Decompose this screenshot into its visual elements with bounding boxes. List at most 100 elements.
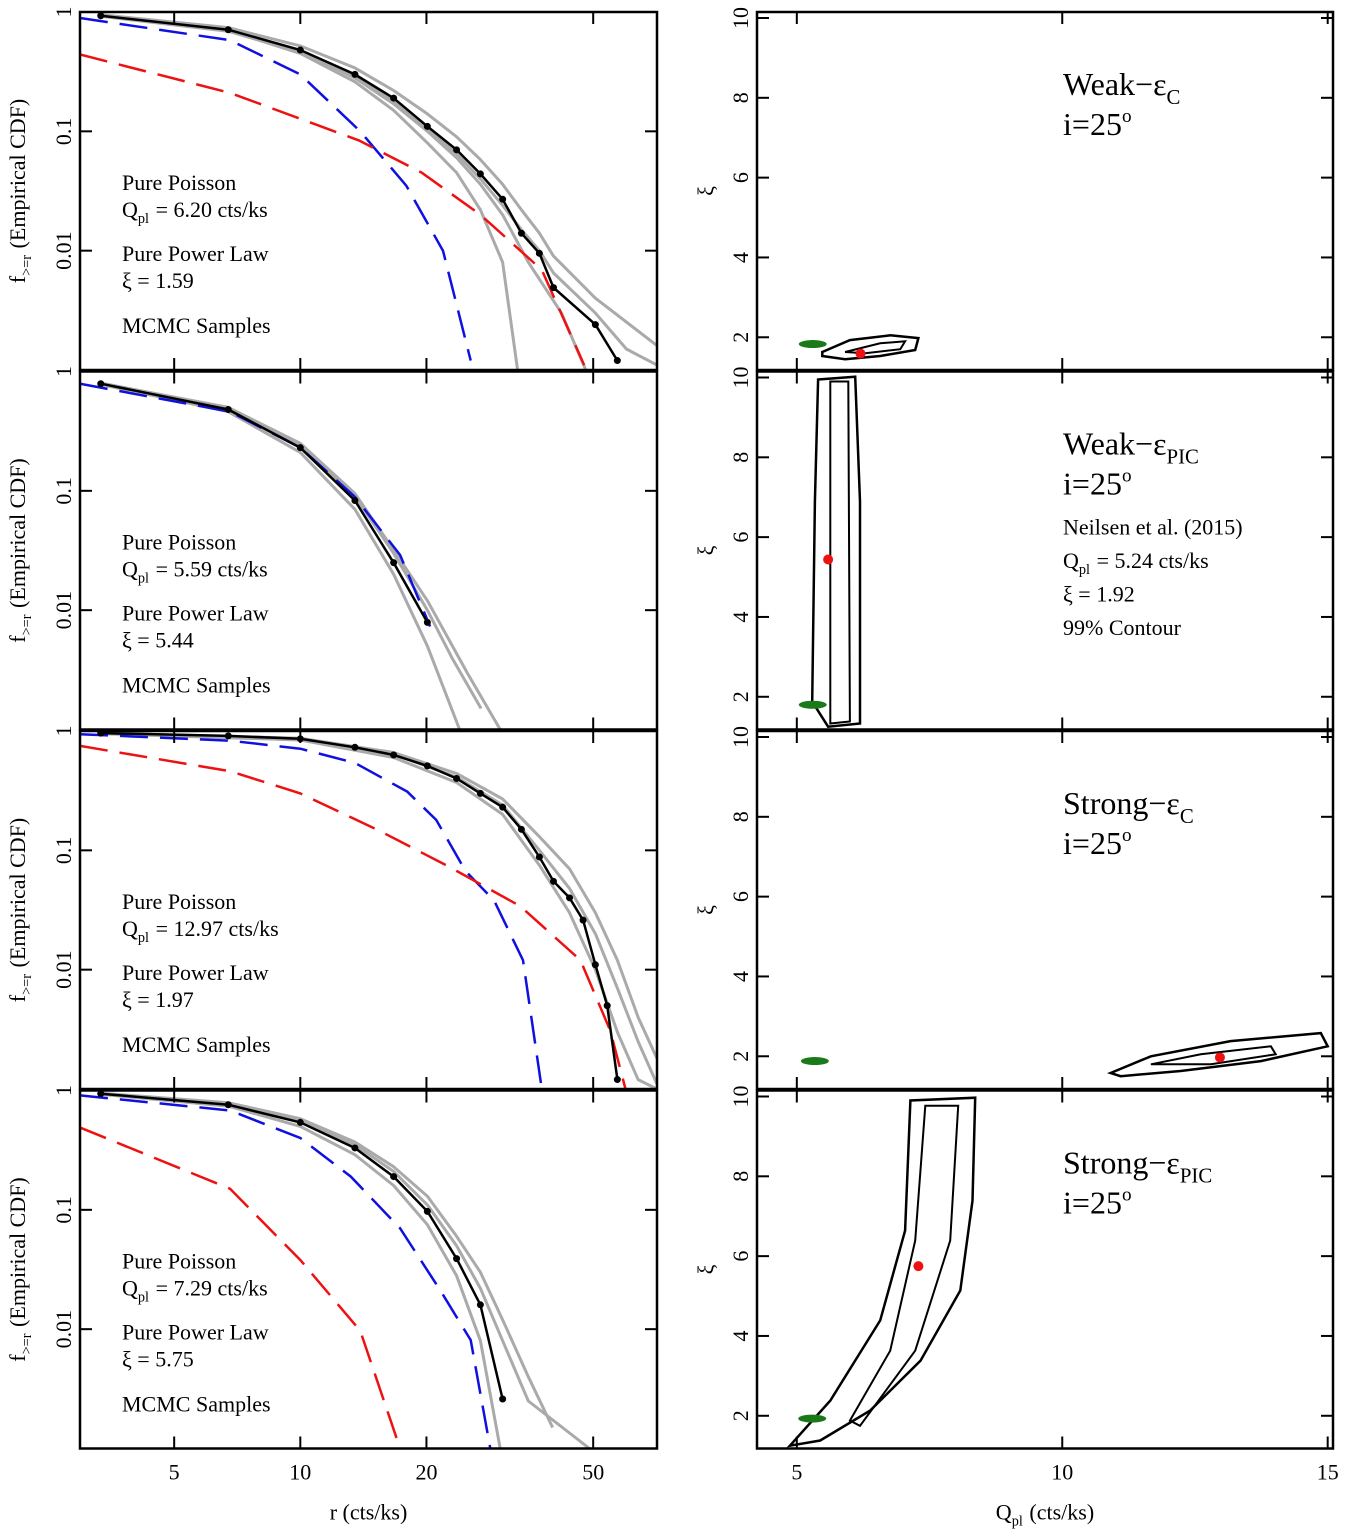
y-axis-label-part: f xyxy=(5,1354,30,1362)
data-point xyxy=(423,762,431,770)
legend-name: Pure Poisson xyxy=(122,1249,236,1274)
legend-param-part: = 12.97 cts/ks xyxy=(156,916,279,941)
data-point xyxy=(351,496,359,504)
data-point xyxy=(603,1002,611,1010)
legend-name: MCMC Samples xyxy=(122,673,271,698)
x-axis-label-part: (cts/ks) xyxy=(1029,1500,1094,1525)
data-point xyxy=(97,380,105,388)
contour xyxy=(829,380,851,725)
y-tick-label: 2 xyxy=(728,332,753,343)
y-tick-label: 0.01 xyxy=(51,1310,76,1349)
data-line xyxy=(100,382,429,624)
y-tick-label: 8 xyxy=(728,452,753,463)
legend-param-part: = 6.20 cts/ks xyxy=(156,197,268,222)
data-point xyxy=(224,406,232,414)
y-axis-label-part: >=r xyxy=(19,614,35,635)
panel-subtitle-part: o xyxy=(1122,106,1132,127)
y-tick-label: 0.1 xyxy=(51,837,76,865)
data-point xyxy=(453,146,461,154)
y-tick-label: 1 xyxy=(51,366,76,377)
y-axis-label: f>=r (Empirical CDF) xyxy=(5,458,35,643)
x-tick-label: 15 xyxy=(1317,1460,1339,1485)
y-axis-label: ξ xyxy=(693,1264,718,1274)
model-line xyxy=(80,53,586,366)
panel-title-part: C xyxy=(1167,86,1181,109)
plot-area xyxy=(800,1031,1330,1078)
x-axis-label-part: Q xyxy=(996,1500,1012,1525)
y-axis-label-part: f xyxy=(5,994,30,1002)
best-fit xyxy=(913,1261,924,1272)
legend-param-part: = 5.59 cts/ks xyxy=(156,557,268,582)
y-tick-label: 10 xyxy=(728,366,753,388)
x-tick-label: 10 xyxy=(289,1460,311,1485)
data-point xyxy=(591,961,599,969)
frame xyxy=(755,1089,1335,1450)
model-line xyxy=(80,1126,402,1449)
contour xyxy=(786,1096,977,1448)
data-point xyxy=(224,1101,232,1109)
y-axis-label: ξ xyxy=(693,545,718,555)
y-tick-label: 0.01 xyxy=(51,950,76,989)
y-axis-label-part: (Empirical CDF) xyxy=(5,818,30,968)
contour xyxy=(1150,1045,1278,1066)
legend-name: Pure Power Law xyxy=(122,960,269,985)
panel-subtitle-part: i=25 xyxy=(1063,825,1122,861)
data-point xyxy=(476,789,484,797)
y-tick-label: 6 xyxy=(728,891,753,902)
y-tick-label: 1 xyxy=(51,7,76,18)
data-point xyxy=(579,916,587,924)
legend-param-part: Q xyxy=(122,197,138,222)
y-axis-label-part: (Empirical CDF) xyxy=(5,1177,30,1327)
data-point xyxy=(591,321,599,329)
data-point xyxy=(566,894,574,902)
x-tick-label: 20 xyxy=(415,1460,437,1485)
reference-point xyxy=(800,1057,829,1066)
data-point xyxy=(390,751,398,759)
y-axis-label-part: f xyxy=(5,275,30,283)
data-point xyxy=(423,122,431,130)
legend-name: Pure Poisson xyxy=(122,170,236,195)
legend-param-part: pl xyxy=(138,1290,149,1306)
frame xyxy=(78,729,659,1091)
data-point xyxy=(517,229,525,237)
x-tick-label: 50 xyxy=(582,1460,604,1485)
x-tick-label: 5 xyxy=(169,1460,180,1485)
annotation-part: Q xyxy=(1063,548,1079,573)
annotation: Neilsen et al. (2015) xyxy=(1063,515,1243,540)
panel-subtitle-part: i=25 xyxy=(1063,1185,1122,1221)
annotation: Qpl = 5.24 cts/ks xyxy=(1063,548,1209,578)
legend-param: Qpl = 7.29 cts/ks xyxy=(122,1276,268,1306)
plot-area xyxy=(786,1096,977,1448)
panel-subtitle-part: i=25 xyxy=(1063,466,1122,502)
plot-area xyxy=(80,12,657,370)
y-tick-label: 2 xyxy=(728,1410,753,1421)
y-tick-label: 2 xyxy=(728,691,753,702)
frame xyxy=(78,10,659,372)
legend-param: ξ = 5.44 xyxy=(122,628,194,653)
y-tick-label: 0.1 xyxy=(51,477,76,505)
legend-param: Qpl = 5.59 cts/ks xyxy=(122,557,268,587)
legend-param-part: pl xyxy=(138,571,149,587)
legend-name: MCMC Samples xyxy=(122,1392,271,1417)
panel-subtitle: i=25o xyxy=(1063,825,1132,861)
x-axis-label: r (cts/ks) xyxy=(330,1500,408,1525)
plot-area xyxy=(80,380,502,730)
y-tick-label: 1 xyxy=(51,1085,76,1096)
y-tick-label: 10 xyxy=(728,726,753,748)
mcmc-sample xyxy=(100,1092,591,1449)
legend-name: MCMC Samples xyxy=(122,313,271,338)
data-point xyxy=(390,94,398,102)
data-point xyxy=(296,1118,304,1126)
legend-param: ξ = 1.59 xyxy=(122,268,194,293)
panel-title: Weak−εC xyxy=(1063,66,1180,109)
plot-area xyxy=(80,731,657,1089)
legend-param: Qpl = 12.97 cts/ks xyxy=(122,916,279,946)
data-point xyxy=(499,1395,507,1403)
data-line xyxy=(100,14,619,362)
legend-param: ξ = 1.97 xyxy=(122,987,194,1012)
best-fit xyxy=(1214,1052,1225,1063)
y-axis-label-part: (Empirical CDF) xyxy=(5,99,30,249)
data-point xyxy=(549,284,557,292)
